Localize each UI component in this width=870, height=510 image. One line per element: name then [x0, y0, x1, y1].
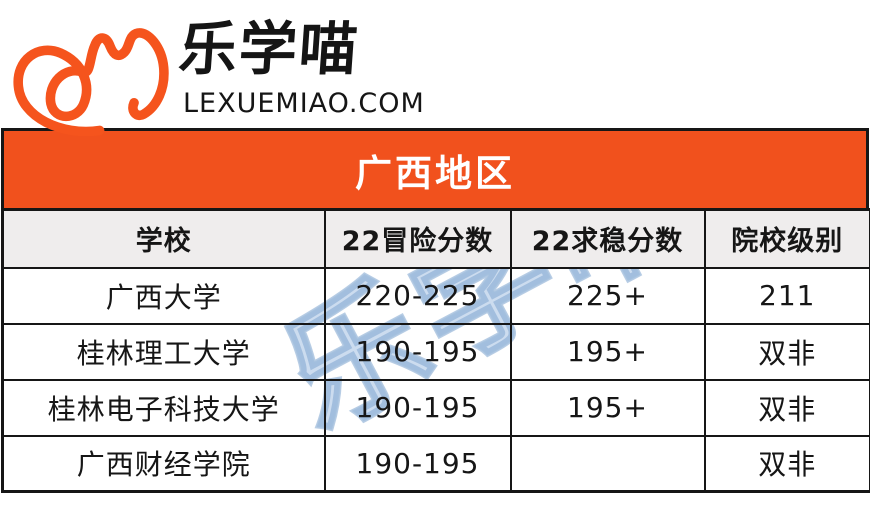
cell-level: 211	[703, 266, 870, 325]
header-cell-safe-score: 22求稳分数	[509, 208, 706, 269]
header-cell-level: 院校级别	[703, 208, 870, 269]
cell-risk-score: 190-195	[323, 378, 512, 437]
cell-school: 广西大学	[1, 266, 326, 325]
brand-domain: LEXUEMIAO.COM	[183, 88, 425, 119]
cell-risk-score: 220-225	[323, 266, 512, 325]
table-row: 桂林电子科技大学 190-195 195+ 双非	[1, 378, 870, 437]
table-row: 桂林理工大学 190-195 195+ 双非	[1, 322, 870, 381]
cell-safe-score	[509, 434, 706, 493]
cell-risk-score: 190-195	[323, 322, 512, 381]
cell-school: 桂林电子科技大学	[1, 378, 326, 437]
cell-level: 双非	[703, 378, 870, 437]
cell-level: 双非	[703, 434, 870, 493]
brand-name: 乐学喵	[176, 15, 362, 83]
cell-safe-score: 225+	[509, 266, 706, 325]
header-cell-risk-score: 22冒险分数	[323, 208, 512, 269]
cat-outline-icon	[13, 28, 169, 136]
logo-area: 乐学喵 LEXUEMIAO.COM	[0, 0, 870, 136]
table-row: 广西财经学院 190-195 双非	[1, 434, 870, 493]
cell-safe-score: 195+	[509, 378, 706, 437]
table-header-row: 学校 22冒险分数 22求稳分数 院校级别	[1, 208, 870, 269]
cell-school: 广西财经学院	[1, 434, 326, 493]
header-cell-school: 学校	[1, 208, 326, 269]
region-banner: 广西地区	[1, 128, 869, 208]
cell-school: 桂林理工大学	[1, 322, 326, 381]
cell-level: 双非	[703, 322, 870, 381]
table-row: 广西大学 220-225 225+ 211	[1, 266, 870, 325]
score-table: 学校 22冒险分数 22求稳分数 院校级别 广西大学 220-225 225+ …	[1, 208, 870, 493]
cell-risk-score: 190-195	[323, 434, 512, 493]
region-title: 广西地区	[355, 151, 515, 195]
cell-safe-score: 195+	[509, 322, 706, 381]
